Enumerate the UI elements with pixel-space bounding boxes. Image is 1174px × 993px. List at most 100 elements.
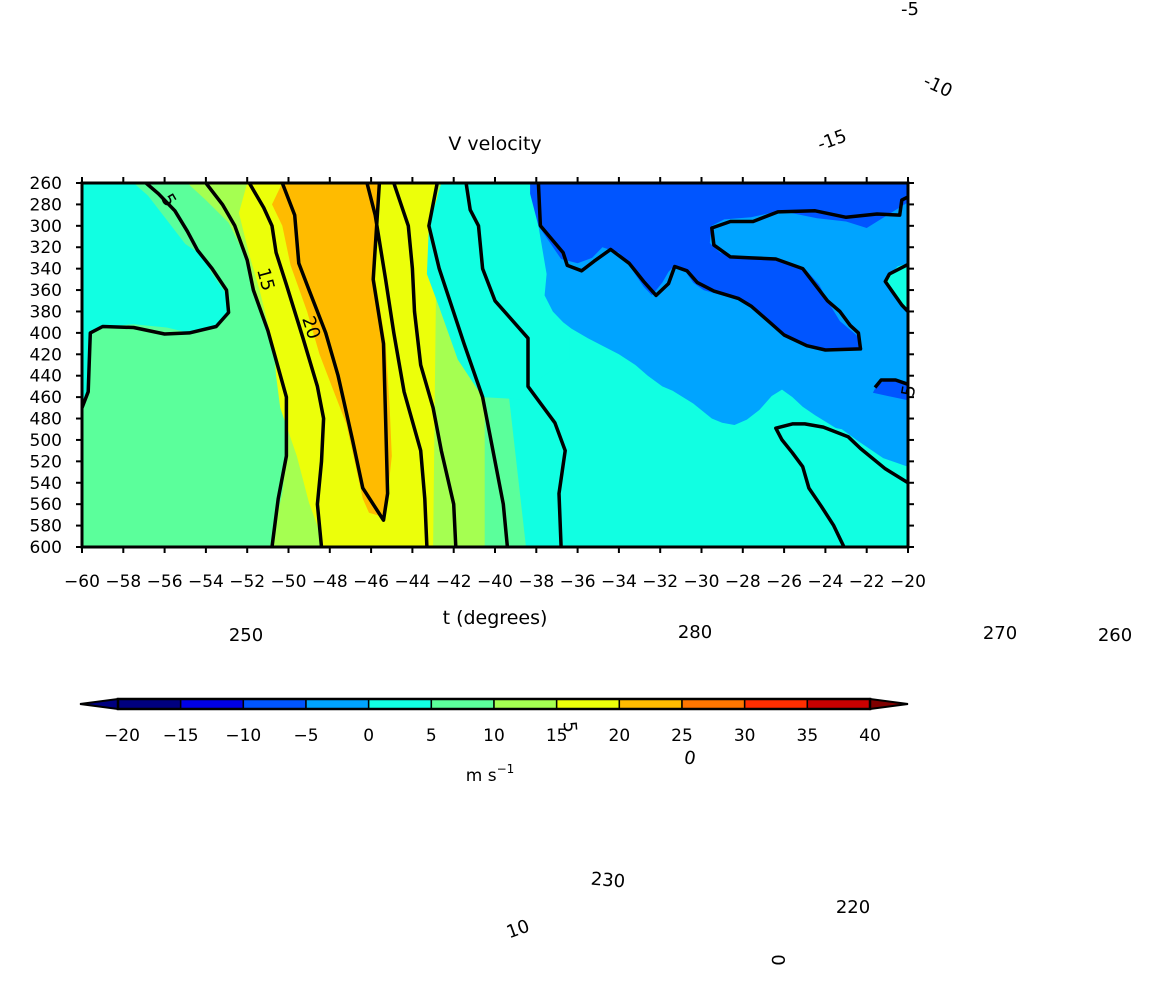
y-tick-label: 260 — [30, 174, 62, 194]
x-tick-label: −20 — [890, 572, 926, 592]
x-tick-label: −38 — [518, 572, 554, 592]
x-tick-label: −34 — [601, 572, 637, 592]
chart-title: V velocity — [448, 133, 541, 155]
y-tick-label: 340 — [30, 260, 62, 280]
y-tick-label: 280 — [30, 195, 62, 215]
y-tick-label: 460 — [30, 388, 62, 408]
colorbar-segment — [743, 698, 809, 710]
stray-label: 280 — [678, 622, 712, 643]
y-tick-label: 360 — [30, 281, 62, 301]
filled-regions — [82, 183, 908, 547]
colorbar-segment — [618, 698, 683, 710]
y-axis-ticks: 2602803003203403603804004204404604805005… — [30, 174, 914, 558]
stray-label: 230 — [590, 869, 626, 893]
colorbar-under-extension — [79, 697, 119, 711]
stray-label: 270 — [983, 623, 1017, 644]
x-tick-label: −24 — [807, 572, 843, 592]
colorbar-segment — [430, 698, 495, 710]
y-tick-label: 600 — [30, 538, 62, 558]
colorbar-segment — [242, 698, 307, 710]
x-tick-label: −22 — [849, 572, 885, 592]
x-tick-label: −44 — [394, 572, 430, 592]
x-axis-label: t (degrees) — [443, 607, 548, 629]
colorbar-tick-label: 30 — [734, 726, 756, 746]
stray-label: -5 — [901, 0, 919, 20]
y-tick-label: 520 — [30, 452, 62, 472]
colorbar-tick-label: 0 — [363, 726, 374, 746]
x-tick-label: −40 — [477, 572, 513, 592]
contour-line — [883, 262, 908, 313]
colorbar-over-extension — [869, 697, 909, 711]
x-tick-label: −54 — [188, 572, 224, 592]
colorbar: −20 −15 −10 −5 0 5 10 15 20 25 30 35 40 — [79, 697, 909, 746]
contour-line — [464, 183, 567, 547]
x-tick-label: −56 — [147, 572, 183, 592]
filled-region-0-to-5 — [773, 422, 908, 547]
colorbar-tick-label: 10 — [483, 726, 505, 746]
contour-lines — [82, 183, 908, 547]
colorbar-tick-label: 40 — [859, 726, 881, 746]
y-tick-label: 420 — [30, 345, 62, 365]
contour-line — [427, 183, 510, 547]
colorbar-tick-label: −20 — [104, 726, 140, 746]
filled-region--10-to--5 — [872, 380, 908, 401]
colorbar-tick-label: 15 — [546, 726, 568, 746]
colorbar-tick-label: 20 — [609, 726, 631, 746]
stray-label: -10 — [920, 71, 956, 102]
filled-region-0-to-5 — [885, 263, 908, 312]
colorbar-tick-label: 25 — [671, 726, 693, 746]
y-tick-label: 320 — [30, 238, 62, 258]
contour-line — [280, 183, 390, 522]
y-tick-label: 500 — [30, 431, 62, 451]
stray-label: 250 — [229, 625, 263, 646]
stray-label: 0 — [767, 954, 788, 965]
contour-line — [365, 183, 429, 547]
contour-line — [873, 378, 908, 389]
y-tick-label: 440 — [30, 367, 62, 387]
y-tick-label: 380 — [30, 302, 62, 322]
x-tick-label: −26 — [766, 572, 802, 592]
filled-region--10-to--5 — [530, 183, 908, 352]
colorbar-tick-label: 5 — [426, 726, 437, 746]
colorbar-segment — [179, 698, 245, 710]
y-tick-label: 580 — [30, 517, 62, 537]
x-tick-label: −28 — [725, 572, 761, 592]
colorbar-tick-label: −10 — [225, 726, 261, 746]
y-tick-label: 480 — [30, 410, 62, 430]
x-tick-label: −30 — [684, 572, 720, 592]
y-tick-label: 400 — [30, 324, 62, 344]
y-tick-label: 540 — [30, 474, 62, 494]
x-tick-label: −46 — [353, 572, 389, 592]
stray-label: -15 — [815, 126, 850, 156]
colorbar-segment — [305, 698, 370, 710]
stray-label: 5 — [559, 720, 581, 733]
x-tick-label: −52 — [229, 572, 265, 592]
stray-label: 260 — [1098, 625, 1132, 646]
colorbar-frame — [116, 697, 872, 711]
colorbar-tick-label: −15 — [163, 726, 199, 746]
x-tick-label: −48 — [312, 572, 348, 592]
y-tick-label: 560 — [30, 495, 62, 515]
colorbar-segment — [681, 698, 746, 710]
x-tick-label: −36 — [560, 572, 596, 592]
x-tick-label: −58 — [105, 572, 141, 592]
stray-label: 220 — [836, 897, 870, 918]
contour-line — [392, 183, 458, 547]
colorbar-segment — [117, 698, 182, 710]
contour-line — [247, 183, 326, 547]
y-tick-label: 300 — [30, 217, 62, 237]
colorbar-segment — [493, 698, 558, 710]
x-tick-label: −42 — [436, 572, 472, 592]
colorbar-segment — [555, 698, 621, 710]
x-axis-ticks: −60 −58 −56 −54 −52 −50 −48 −46 −44 −42 −40 −38 −36−… — [64, 177, 926, 592]
stray-label: 0 — [682, 747, 697, 770]
contour-line — [204, 183, 289, 547]
x-tick-label: −50 — [271, 572, 307, 592]
colorbar-segment — [806, 698, 871, 710]
colorbar-tick-label: 35 — [797, 726, 819, 746]
contour-line — [774, 422, 908, 547]
colorbar-label: m s−1 — [466, 762, 515, 786]
